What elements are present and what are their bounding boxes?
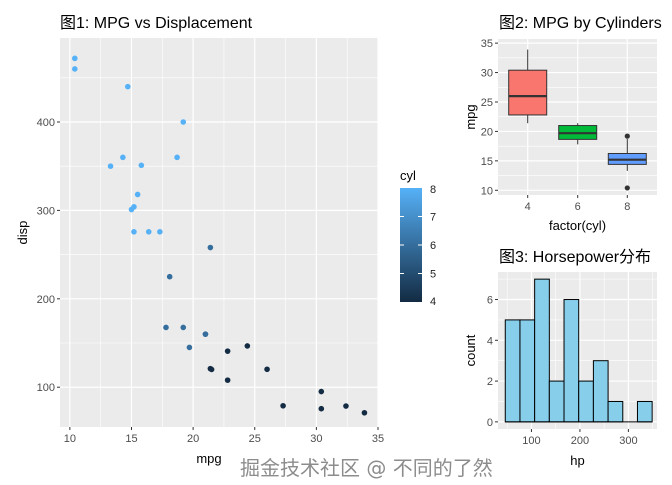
data-point — [71, 66, 78, 72]
x-tick-label: 30 — [310, 433, 322, 445]
histogram-bar — [636, 400, 653, 423]
y-tick-label: 15 — [481, 156, 493, 168]
x-tick-label: 15 — [125, 433, 137, 445]
legend-label: 4 — [430, 296, 436, 308]
x-axis-label: mpg — [196, 451, 221, 466]
y-axis-label: count — [463, 334, 478, 366]
data-point — [264, 366, 270, 373]
panel-background — [60, 38, 378, 427]
y-tick-label: 0 — [487, 417, 493, 429]
x-tick-label: 35 — [372, 433, 384, 445]
x-tick-label: 10 — [64, 433, 76, 445]
data-point — [138, 162, 145, 169]
y-tick-label: 2 — [487, 376, 493, 388]
data-point — [280, 402, 286, 409]
histogram-bar — [563, 299, 580, 423]
data-point — [207, 365, 214, 372]
box — [508, 69, 548, 116]
legend-label: 5 — [430, 269, 436, 281]
histogram-bar — [592, 360, 609, 423]
data-point — [157, 228, 163, 235]
x-tick-label: 8 — [624, 201, 630, 213]
x-axis-label: hp — [570, 453, 584, 468]
data-point — [343, 403, 349, 409]
data-point — [224, 377, 231, 383]
y-tick-label: 400 — [37, 117, 55, 129]
data-point — [131, 228, 137, 235]
histogram-bar — [548, 380, 565, 423]
x-tick-label: 100 — [522, 435, 540, 447]
data-point — [107, 163, 114, 169]
histogram-bar — [534, 278, 550, 423]
y-tick-label: 35 — [481, 38, 493, 50]
data-point — [224, 348, 231, 354]
data-point — [180, 324, 187, 331]
x-tick-label: 4 — [525, 201, 531, 213]
watermark: 掘金技术社区 @ 不同的了然 — [240, 456, 493, 480]
y-tick-label: 100 — [37, 382, 55, 394]
x-axis-label: factor(cyl) — [549, 218, 606, 233]
data-point — [244, 343, 251, 349]
outlier-point — [624, 185, 630, 191]
data-point — [186, 344, 193, 351]
y-tick-label: 200 — [37, 294, 55, 306]
legend-label: 7 — [430, 212, 436, 224]
data-point — [207, 244, 214, 251]
data-point — [120, 154, 126, 161]
chart-title: 图3: Horsepower分布 — [499, 248, 651, 266]
outlier-point — [624, 133, 630, 139]
y-tick-label: 20 — [481, 126, 493, 138]
data-point — [128, 206, 135, 213]
y-axis-label: disp — [15, 221, 30, 245]
y-tick-label: 30 — [481, 68, 493, 80]
y-tick-label: 10 — [481, 185, 493, 197]
histogram-bar — [578, 380, 594, 423]
x-tick-label: 200 — [571, 435, 589, 447]
x-tick-label: 20 — [187, 433, 199, 445]
data-point — [134, 191, 141, 198]
legend-label: 8 — [430, 184, 436, 196]
histogram-bar — [607, 400, 624, 423]
data-point — [166, 273, 173, 280]
chart-title: 图2: MPG by Cylinders — [499, 15, 662, 32]
data-point — [318, 405, 325, 412]
data-point — [318, 388, 325, 395]
data-point — [145, 228, 152, 235]
y-tick-label: 4 — [487, 335, 493, 347]
y-tick-label: 300 — [37, 205, 55, 217]
data-point — [174, 154, 180, 161]
colorbar — [400, 188, 422, 302]
data-point — [361, 409, 368, 416]
y-tick-label: 25 — [481, 97, 493, 109]
histogram-bar — [504, 319, 521, 423]
y-tick-label: 6 — [487, 295, 493, 307]
data-point — [124, 83, 131, 90]
x-tick-label: 300 — [619, 435, 637, 447]
histogram-bar — [519, 319, 536, 423]
chart-title: 图1: MPG vs Displacement — [60, 15, 253, 32]
y-axis-label: mpg — [463, 104, 478, 129]
data-point — [180, 119, 187, 125]
x-tick-label: 25 — [249, 433, 261, 445]
legend-title: cyl — [400, 168, 416, 183]
legend-label: 6 — [430, 240, 436, 252]
data-point — [71, 55, 78, 62]
data-point — [163, 324, 169, 331]
data-point — [202, 331, 209, 337]
x-tick-label: 6 — [575, 201, 581, 213]
